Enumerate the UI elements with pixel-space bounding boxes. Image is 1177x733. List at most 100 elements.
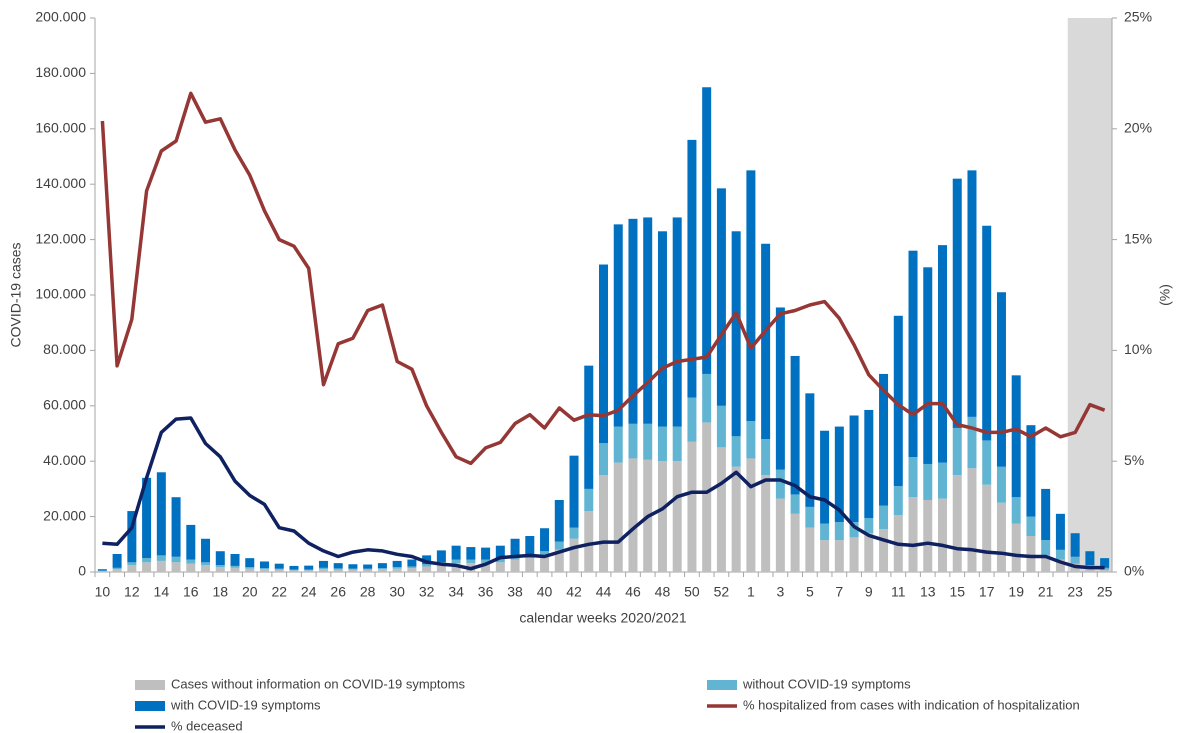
x-tick-label: 50 — [684, 584, 700, 600]
bar-segment — [245, 568, 255, 572]
bar-segment — [377, 569, 387, 572]
bar-segment — [761, 439, 771, 476]
legend-swatch — [135, 680, 165, 690]
bar-segment — [422, 564, 432, 567]
bar-segment — [318, 560, 328, 568]
bar-segment — [820, 430, 830, 524]
bar-segment — [186, 524, 196, 560]
x-tick-label: 12 — [124, 584, 140, 600]
bar-segment — [451, 563, 461, 572]
x-tick-label: 34 — [448, 584, 464, 600]
bar-segment — [392, 568, 402, 572]
y-tick-label: 40.000 — [43, 452, 86, 468]
bar-segment — [171, 497, 181, 557]
x-tick-label: 11 — [891, 584, 906, 600]
bar-segment — [982, 484, 992, 572]
bar-segment — [289, 565, 299, 570]
bar-segment — [348, 564, 358, 569]
bar-segment — [731, 231, 741, 437]
bar-segment — [908, 457, 918, 498]
bar-segment — [201, 538, 211, 563]
y-tick-label: 120.000 — [35, 230, 86, 246]
bar-segment — [407, 559, 417, 567]
bar-segment — [540, 528, 550, 552]
bar-segment — [289, 570, 299, 572]
x-tick-label: 15 — [949, 584, 965, 600]
bar-segment — [923, 267, 933, 464]
bar-segment — [525, 535, 535, 554]
bar-segment — [97, 571, 107, 572]
bar-segment — [613, 462, 623, 572]
bar-segment — [97, 570, 107, 572]
bar-segment — [967, 468, 977, 572]
bar-segment — [540, 551, 550, 557]
bar-segment — [967, 416, 977, 469]
bar-segment — [643, 217, 653, 424]
bar-segment — [171, 556, 181, 563]
x-tick-label: 25 — [1097, 584, 1113, 600]
x-tick-label: 1 — [747, 584, 755, 600]
bar-segment — [584, 488, 594, 512]
bar-segment — [274, 563, 284, 569]
x-tick-label: 48 — [655, 584, 671, 600]
line — [102, 416, 1105, 571]
bar-segment — [260, 568, 269, 570]
bar-segment — [304, 569, 314, 571]
bar-segment — [672, 461, 682, 572]
y-tick-label: 0 — [78, 563, 86, 579]
bar-segment — [643, 423, 653, 460]
bar-segment — [377, 568, 387, 570]
bar-segment — [333, 563, 343, 569]
bar-segment — [260, 561, 269, 569]
y-tick-label: 80.000 — [43, 341, 86, 357]
bar-segment — [1055, 559, 1065, 572]
y2-tick-label: 25% — [1124, 9, 1152, 25]
bar-segment — [775, 307, 785, 470]
y2-tick-label: 5% — [1124, 452, 1144, 468]
bar-segment — [481, 559, 491, 563]
x-tick-label: 26 — [330, 584, 346, 600]
x-axis-title: calendar weeks 2020/2021 — [519, 610, 687, 626]
bar-segment — [731, 466, 741, 572]
bar-segment — [1100, 569, 1110, 572]
y-axis-title: COVID-19 cases — [8, 242, 24, 347]
x-tick-label: 38 — [507, 584, 523, 600]
bar-segment — [1011, 497, 1021, 524]
legend-swatch — [135, 701, 165, 711]
bar-segment — [348, 569, 358, 572]
x-tick-label: 42 — [566, 584, 582, 600]
x-tick-label: 40 — [537, 584, 553, 600]
bar-segment — [849, 537, 859, 572]
bar-segment — [333, 569, 343, 572]
bar-segment — [1026, 535, 1036, 572]
y-tick-label: 140.000 — [35, 175, 86, 191]
bar-segment — [1100, 558, 1110, 568]
bar-segment — [893, 486, 903, 516]
bar-segment — [864, 533, 874, 572]
x-tick-label: 24 — [301, 584, 317, 600]
bar-segment — [451, 559, 461, 564]
bar-segment — [569, 538, 579, 572]
bar-segment — [834, 426, 844, 523]
legend-label: without COVID-19 symptoms — [742, 676, 911, 691]
bar-segment — [982, 440, 992, 485]
bar-segment — [628, 218, 638, 424]
bar-segment — [289, 569, 299, 571]
bar-segment — [790, 513, 800, 572]
bar-segment — [495, 562, 505, 572]
bar-segment — [540, 556, 550, 572]
x-tick-label: 7 — [835, 584, 843, 600]
bar-segment — [466, 559, 476, 564]
bar-segment — [702, 87, 712, 374]
x-tick-label: 28 — [360, 584, 376, 600]
bar-segment — [672, 217, 682, 427]
bar-segment — [1041, 555, 1051, 572]
legend-swatch — [707, 680, 737, 690]
bar-segment — [731, 436, 741, 467]
bar-segment — [363, 568, 373, 570]
bar-segment — [230, 553, 240, 566]
bar-segment — [112, 553, 122, 568]
y2-tick-label: 10% — [1124, 341, 1152, 357]
bar-segment — [1026, 516, 1036, 536]
